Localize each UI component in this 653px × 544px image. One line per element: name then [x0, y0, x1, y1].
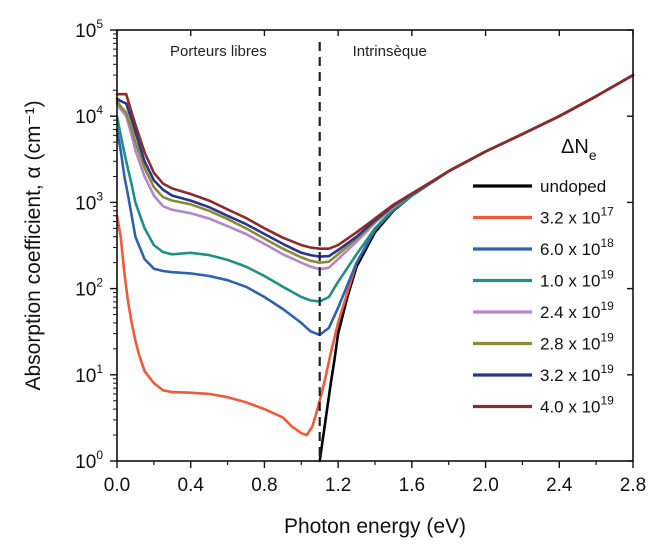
legend-label-0: undoped	[540, 177, 606, 196]
x-tick-label-1: 0.4	[178, 475, 205, 496]
x-tick-label-0: 0.0	[104, 475, 130, 496]
y-axis-title: Absorption coefficient, α (cm⁻¹)	[22, 100, 45, 390]
legend: ΔNe undoped 3.2 x 1017 6.0 x 1018 1.0 x 1019…	[473, 136, 614, 417]
x-axis-ticks: 0.0 0.4 0.8 1.2 1.6 2.0 2.4 2.8	[104, 30, 646, 496]
series-layer	[115, 73, 635, 463]
legend-label-1: 3.2 x 1017	[540, 205, 614, 228]
y-tick-label-3: 103	[75, 189, 103, 214]
x-tick-label-4: 1.6	[399, 475, 425, 496]
y-tick-label-1: 101	[75, 362, 103, 387]
x-tick-label-2: 0.8	[251, 475, 277, 496]
y-tick-label-2: 102	[75, 276, 103, 301]
y-tick-label-5: 105	[75, 17, 103, 42]
x-axis-title: Photon energy (eV)	[284, 515, 466, 538]
legend-title: ΔNe	[561, 136, 597, 163]
y-axis-ticks: 100 101 102 103 104 105	[75, 17, 633, 473]
series-line-7	[115, 73, 635, 250]
legend-label-6: 3.2 x 1019	[540, 362, 614, 385]
x-tick-label-6: 2.4	[546, 475, 573, 496]
y-tick-label-4: 104	[75, 103, 103, 128]
annotation-0: Porteurs libres	[170, 43, 267, 60]
x-tick-label-3: 1.2	[325, 475, 351, 496]
y-tick-label-0: 100	[75, 448, 103, 473]
x-tick-label-5: 2.0	[472, 475, 498, 496]
legend-label-3: 1.0 x 1019	[540, 268, 614, 291]
legend-label-4: 2.4 x 1019	[540, 299, 614, 322]
legend-label-7: 4.0 x 1019	[540, 394, 614, 417]
annotation-1: Intrinsèque	[353, 43, 427, 60]
legend-label-5: 2.8 x 1019	[540, 331, 614, 354]
legend-label-2: 6.0 x 1018	[540, 236, 614, 259]
annotations: Porteurs libres Intrinsèque	[170, 43, 427, 60]
x-tick-label-7: 2.8	[620, 475, 646, 496]
